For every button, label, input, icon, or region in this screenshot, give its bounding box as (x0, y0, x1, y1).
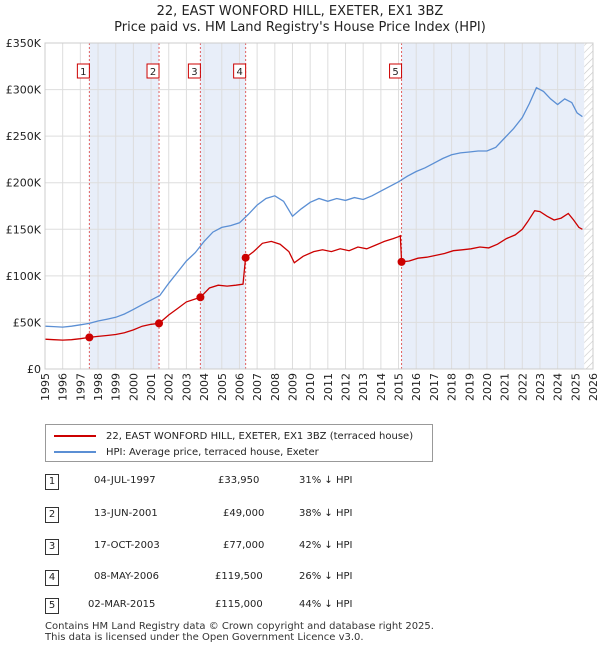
sale-label-box (146, 63, 160, 79)
footer-license: This data is licensed under the Open Gov… (45, 632, 364, 643)
y-tick-label: £150K (6, 223, 42, 236)
sale-label-box (389, 63, 403, 79)
ownership-band (200, 43, 246, 369)
sale-date: 04-JUL-1997 (94, 475, 156, 486)
chart-title: 22, EAST WONFORD HILL, EXETER, EX1 3BZ (156, 4, 444, 19)
footer-attribution: Contains HM Land Registry data © Crown c… (45, 621, 434, 643)
sale-date: 02-MAR-2015 (88, 599, 156, 610)
x-tick-label: 2019 (463, 373, 476, 401)
legend-swatch-property (54, 435, 96, 437)
sale-point (196, 293, 205, 302)
price-chart: 1 2 3 4 5 £0 £50K £100K £150K £200K £250K £300K £350… (6, 37, 600, 401)
x-tick-label: 2009 (286, 373, 299, 401)
sales-row: 5 02-MAR-2015 £115,000 44% ↓ HPI (45, 598, 585, 614)
sale-label-box (76, 63, 90, 79)
sale-number-badge: 5 (45, 598, 59, 614)
x-tick-label: 2014 (375, 373, 388, 401)
x-tick-label: 2005 (216, 373, 229, 401)
series-line (45, 209, 583, 341)
sale-price: £33,950 (218, 475, 260, 486)
x-tick-label: 2022 (516, 373, 529, 401)
y-tick-label: £0 (27, 363, 41, 376)
x-tick-label: 2001 (145, 373, 158, 401)
sale-point (397, 257, 406, 266)
sale-price: £77,000 (223, 540, 265, 551)
sale-label-number: 5 (392, 67, 398, 78)
sale-label-box (233, 63, 247, 79)
y-tick-label: £200K (6, 177, 42, 190)
legend-label-property: 22, EAST WONFORD HILL, EXETER, EX1 3BZ (… (106, 430, 414, 442)
x-tick-label: 2018 (446, 373, 459, 401)
sale-number-badge: 3 (45, 539, 59, 555)
sale-date: 08-MAY-2006 (94, 571, 160, 582)
ownership-band (401, 43, 585, 369)
x-tick-label: 2025 (569, 373, 582, 401)
x-tick-label: 2004 (198, 373, 211, 401)
sale-hpi-diff: 44% ↓ HPI (299, 599, 353, 610)
x-tick-label: 2024 (552, 373, 565, 401)
sale-label-number: 2 (150, 67, 156, 78)
y-tick-label: £300K (6, 84, 42, 97)
y-tick-label: £100K (6, 270, 42, 283)
sale-hpi-diff: 38% ↓ HPI (299, 508, 353, 519)
forecast-hatch (584, 43, 593, 369)
x-tick-label: 2023 (534, 373, 547, 401)
x-tick-label: 2006 (233, 373, 246, 401)
sale-point (85, 333, 94, 342)
sales-row: 2 13-JUN-2001 £49,000 38% ↓ HPI (45, 507, 585, 523)
sales-row: 4 08-MAY-2006 £119,500 26% ↓ HPI (45, 570, 585, 586)
plot-frame (44, 42, 594, 370)
sales-row: 3 17-OCT-2003 £77,000 42% ↓ HPI (45, 539, 585, 555)
legend-swatch-hpi (54, 451, 96, 453)
sale-label-number: 3 (191, 67, 197, 78)
x-tick-label: 2021 (499, 373, 512, 401)
sale-hpi-diff: 42% ↓ HPI (299, 540, 353, 551)
x-tick-label: 1996 (57, 373, 70, 401)
x-tick-label: 1995 (39, 373, 52, 401)
sale-label-box (187, 63, 201, 79)
x-tick-label: 2017 (428, 373, 441, 401)
x-tick-label: 2012 (340, 373, 353, 401)
sale-price: £115,000 (215, 599, 263, 610)
y-tick-label: £50K (13, 316, 42, 329)
sale-hpi-diff: 26% ↓ HPI (299, 571, 353, 582)
y-tick-label: £250K (6, 130, 42, 143)
x-tick-label: 2010 (304, 373, 317, 401)
x-tick-label: 2002 (163, 373, 176, 401)
x-tick-label: 2015 (393, 373, 406, 401)
sale-point (155, 319, 164, 328)
x-tick-label: 2013 (357, 373, 370, 401)
sales-row: 1 04-JUL-1997 £33,950 31% ↓ HPI (45, 474, 585, 490)
x-tick-label: 1998 (92, 373, 105, 401)
x-tick-label: 2016 (410, 373, 423, 401)
sale-hpi-diff: 31% ↓ HPI (299, 475, 353, 486)
x-tick-label: 2026 (587, 373, 600, 401)
sale-price: £49,000 (223, 508, 265, 519)
x-tick-label: 1999 (110, 373, 123, 401)
footer-copyright: Contains HM Land Registry data © Crown c… (45, 621, 434, 632)
sale-label-number: 1 (80, 67, 86, 78)
x-tick-label: 2007 (251, 373, 264, 401)
chart-subtitle: Price paid vs. HM Land Registry's House … (114, 20, 486, 35)
sale-date: 17-OCT-2003 (94, 540, 160, 551)
sale-point (241, 253, 250, 262)
legend-item-property: 22, EAST WONFORD HILL, EXETER, EX1 3BZ (… (54, 428, 413, 444)
chart-legend: 22, EAST WONFORD HILL, EXETER, EX1 3BZ (… (45, 424, 433, 462)
sale-number-badge: 4 (45, 570, 59, 586)
legend-label-hpi: HPI: Average price, terraced house, Exet… (106, 446, 319, 458)
sale-number-badge: 2 (45, 507, 59, 523)
x-tick-label: 2008 (269, 373, 282, 401)
sale-number-badge: 1 (45, 474, 59, 490)
x-tick-label: 2011 (322, 373, 335, 401)
legend-item-hpi: HPI: Average price, terraced house, Exet… (54, 444, 319, 460)
x-tick-label: 1997 (74, 373, 87, 401)
series-line (45, 86, 583, 328)
x-tick-label: 2003 (180, 373, 193, 401)
sale-price: £119,500 (215, 571, 263, 582)
sale-label-number: 4 (236, 67, 242, 78)
x-tick-label: 2000 (127, 373, 140, 401)
sale-date: 13-JUN-2001 (94, 508, 158, 519)
x-tick-label: 2020 (481, 373, 494, 401)
y-tick-label: £350K (6, 37, 42, 50)
